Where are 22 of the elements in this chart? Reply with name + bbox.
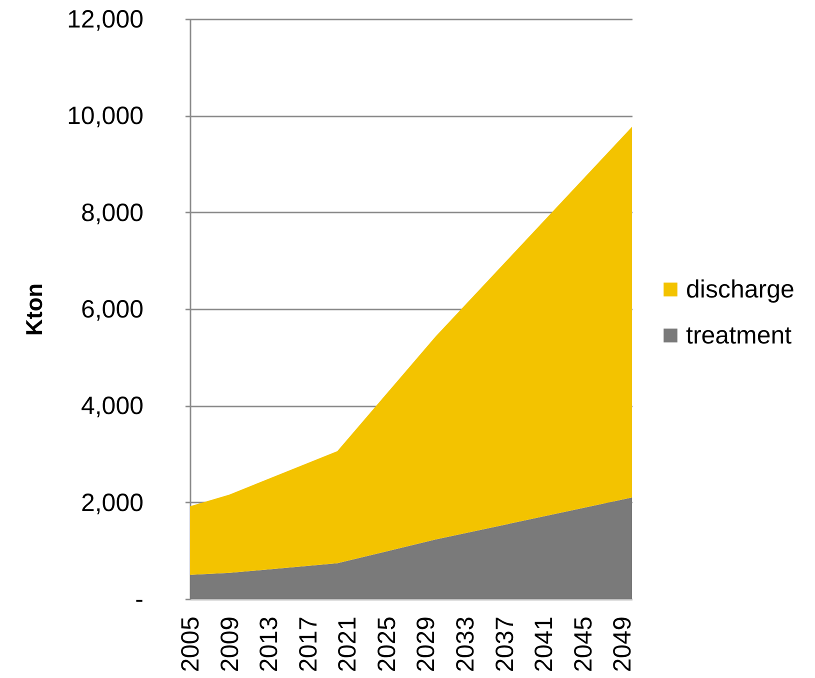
x-tick-label: 2021 [334, 616, 362, 672]
x-tick-label: 2013 [255, 616, 284, 672]
y-tick-label: 4,000 [80, 392, 144, 420]
x-tick-label: 2049 [608, 616, 637, 672]
x-tick-label: 2009 [216, 616, 244, 672]
legend-label: discharge [686, 276, 794, 304]
x-tick-label: 2045 [569, 616, 598, 672]
y-tick-label: - [135, 586, 144, 614]
x-tick-label: 2041 [530, 616, 558, 672]
x-tick-label: 2025 [372, 616, 401, 672]
y-tick-label: 2,000 [80, 488, 144, 517]
y-tick-label: 6,000 [80, 296, 144, 324]
x-tick-label: 2017 [294, 616, 322, 672]
x-tick-label: 2029 [412, 616, 440, 672]
x-tick-label: 2033 [452, 616, 480, 672]
y-tick-label: 10,000 [67, 102, 144, 130]
legend-label: treatment [686, 322, 792, 350]
y-tick-label: 12,000 [67, 6, 144, 34]
x-tick-label: 2005 [176, 616, 204, 672]
y-tick-label: 8,000 [80, 198, 144, 227]
x-tick-label: 2037 [490, 616, 519, 672]
y-axis-title: Kton [21, 283, 48, 336]
